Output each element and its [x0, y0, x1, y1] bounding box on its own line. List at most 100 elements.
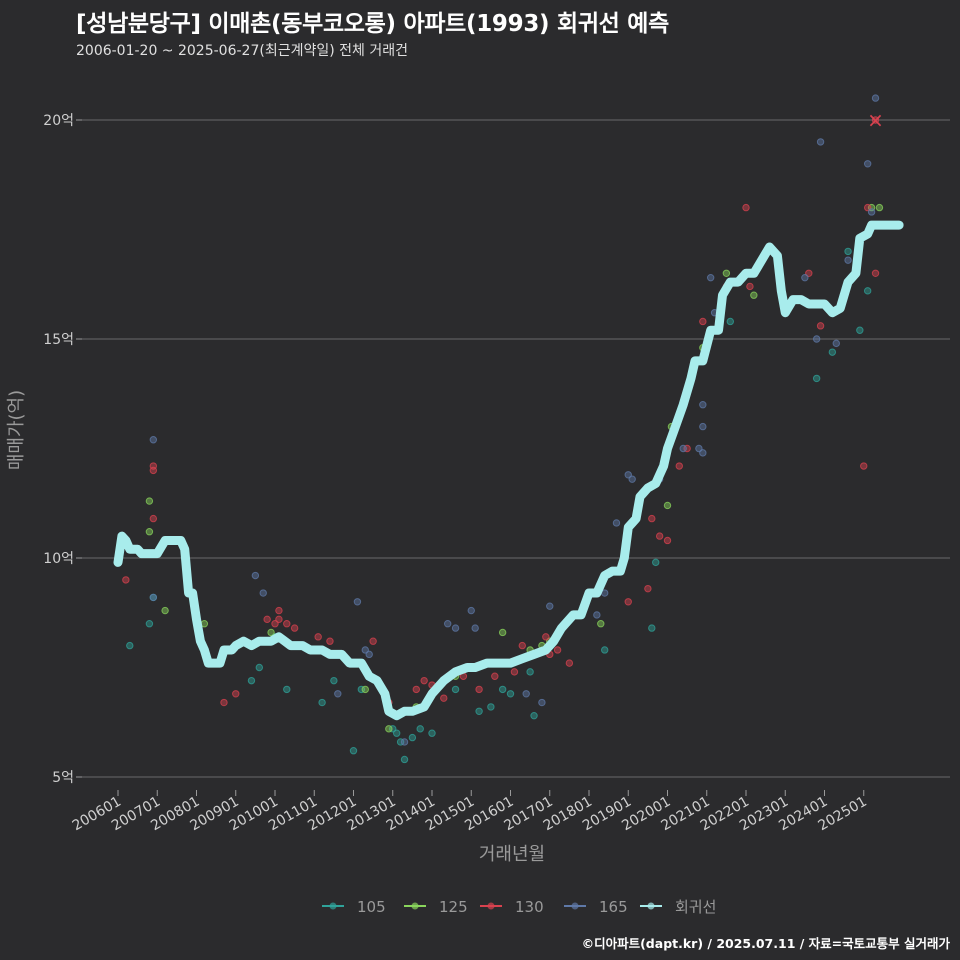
data-point-125 [361, 685, 369, 694]
data-point-105 [283, 685, 291, 694]
data-point-165 [832, 339, 840, 348]
data-point-130 [699, 317, 707, 326]
legend-label: 125 [439, 898, 468, 916]
data-point-105 [126, 641, 134, 650]
data-point-165 [444, 620, 452, 628]
data-point-165 [400, 738, 409, 746]
data-point-165 [471, 624, 479, 632]
data-point-105 [856, 326, 864, 334]
legend-swatch-dot [571, 902, 579, 910]
footer-credit: ©디아파트(dapt.kr) / 2025.07.11 / 자료=국토교통부 실… [581, 936, 950, 951]
y-tick-label: 5억 [52, 770, 74, 786]
data-point-165 [628, 475, 636, 483]
data-point-125 [498, 628, 507, 637]
data-point-130 [510, 668, 519, 676]
data-point-105 [400, 755, 409, 764]
data-point-125 [161, 606, 169, 615]
data-point-130 [275, 606, 283, 615]
data-point-130 [871, 269, 880, 277]
data-point-105 [330, 676, 338, 685]
data-point-165 [334, 690, 342, 698]
data-point-105 [396, 738, 405, 746]
data-point-130 [683, 444, 691, 453]
data-point-165 [699, 449, 707, 457]
legend-swatch-dot [647, 902, 655, 910]
legend: 105 125 130 165 회귀선 [322, 898, 716, 916]
data-point-130 [746, 282, 754, 291]
data-point-105 [357, 685, 366, 694]
chart-subtitle: 2006-01-20 ~ 2025-06-27(최근계약일) 전체 거래건 [76, 43, 408, 59]
data-point-105 [255, 663, 263, 672]
data-point-105 [530, 711, 538, 720]
data-point-130 [518, 641, 526, 650]
legend-item-회귀선: 회귀선 [640, 898, 716, 916]
data-point-105 [648, 624, 656, 632]
data-point-130 [440, 694, 448, 702]
series-165 [149, 94, 880, 746]
data-point-130 [742, 203, 750, 212]
data-point-165 [251, 571, 260, 580]
data-point-125 [597, 620, 605, 628]
data-point-130 [648, 514, 656, 523]
data-point-165 [816, 138, 825, 146]
legend-label: 130 [515, 898, 544, 916]
data-point-130 [149, 462, 158, 470]
data-point-165 [706, 273, 715, 282]
data-point-130 [420, 676, 428, 685]
data-point-130 [565, 659, 574, 667]
data-point-105 [812, 374, 821, 383]
data-point-130 [475, 685, 483, 694]
data-point-105 [652, 558, 660, 567]
data-point-165 [259, 589, 267, 597]
data-point-165 [593, 611, 601, 619]
data-point-165 [679, 444, 687, 453]
data-point-125 [875, 203, 884, 212]
data-point-130 [412, 685, 420, 694]
data-point-125 [385, 725, 393, 733]
data-point-130 [663, 536, 672, 545]
data-point-165 [871, 94, 880, 102]
data-point-165 [538, 698, 546, 707]
data-point-105 [247, 676, 256, 685]
data-point-165 [546, 602, 554, 610]
data-point-165 [353, 598, 362, 606]
data-point-130 [263, 615, 271, 624]
data-point-165 [699, 422, 707, 431]
data-point-130 [122, 576, 130, 584]
data-point-130 [542, 633, 550, 641]
series-130 [122, 116, 880, 707]
data-point-130 [675, 462, 683, 470]
data-point-165 [699, 401, 707, 409]
legend-swatch-dot [487, 902, 495, 910]
x-axis-title: 거래년월 [479, 844, 545, 865]
data-point-130 [232, 690, 240, 698]
data-point-125 [750, 291, 758, 299]
data-point-125 [267, 628, 275, 637]
regression-line [113, 220, 904, 721]
legend-label: 105 [357, 898, 386, 916]
data-point-130 [220, 698, 228, 707]
legend-item-165: 165 [564, 898, 628, 916]
predicted-point-marker: × [867, 108, 884, 132]
data-point-105 [498, 685, 507, 694]
data-point-105 [408, 733, 417, 742]
data-point-165 [522, 690, 530, 698]
data-point-165 [801, 273, 809, 282]
data-point-105 [318, 698, 326, 707]
data-point-105 [349, 747, 358, 755]
data-point-130 [369, 637, 377, 645]
data-point-105 [487, 703, 495, 711]
legend-swatch-dot [411, 902, 419, 910]
data-point-105 [416, 725, 424, 733]
data-point-130 [871, 116, 880, 124]
data-point-130 [290, 624, 299, 632]
data-point-165 [812, 335, 821, 343]
data-point-105 [475, 707, 483, 715]
data-point-105 [506, 690, 515, 698]
y-tick-label: 10억 [43, 551, 74, 567]
data-point-105 [145, 620, 154, 628]
legend-item-105: 105 [322, 898, 386, 916]
data-point-105 [392, 729, 401, 737]
legend-item-130: 130 [480, 898, 544, 916]
